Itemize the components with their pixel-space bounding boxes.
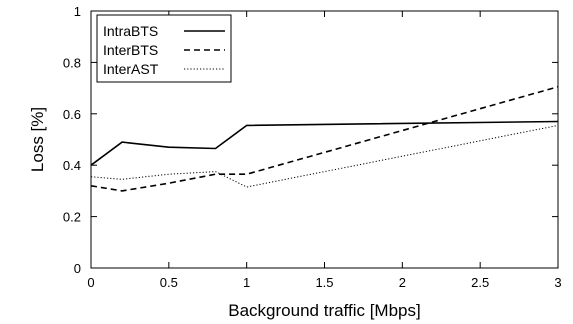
x-tick-label: 0 — [87, 275, 94, 290]
x-axis-label: Background traffic [Mbps] — [228, 301, 420, 320]
y-tick-label: 0.2 — [63, 210, 81, 225]
plot-frame — [90, 10, 559, 269]
legend: IntraBTS InterBTS InterAST — [96, 14, 232, 83]
ticks: 0 0.5 1 1.5 2 2.5 3 0 0.2 0.4 0.6 0.8 1 — [63, 4, 562, 290]
y-axis-label: Loss [%] — [28, 107, 47, 172]
legend-box — [96, 14, 232, 83]
legend-label-interbts: InterBTS — [103, 42, 158, 58]
y-tick-label: 0.4 — [63, 158, 81, 173]
series-line-interbts — [90, 86, 559, 192]
y-tick-label: 0 — [74, 261, 81, 276]
legend-label-intrabts: IntraBTS — [103, 23, 158, 39]
x-tick-label: 1.5 — [315, 275, 333, 290]
x-tick-label: 2 — [399, 275, 406, 290]
y-tick-label: 0.8 — [63, 55, 81, 70]
x-tick-label: 3 — [554, 275, 561, 290]
x-tick-label: 2.5 — [471, 275, 489, 290]
series-layer — [90, 86, 559, 192]
y-tick-label: 1 — [74, 4, 81, 19]
x-tick-label: 1 — [243, 275, 250, 290]
series-line-interast — [90, 124, 559, 188]
legend-label-interast: InterAST — [103, 61, 159, 77]
y-tick-label: 0.6 — [63, 107, 81, 122]
x-tick-label: 0.5 — [160, 275, 178, 290]
series-line-intrabts — [90, 120, 559, 166]
